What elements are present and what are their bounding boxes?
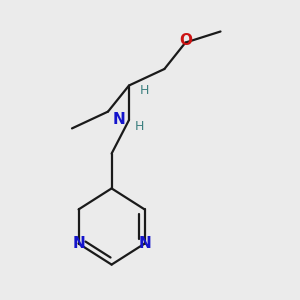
Text: O: O: [179, 33, 192, 48]
Text: N: N: [72, 236, 85, 251]
Text: H: H: [135, 120, 144, 133]
Text: N: N: [138, 236, 151, 251]
Text: H: H: [140, 84, 149, 97]
Text: N: N: [112, 112, 125, 128]
